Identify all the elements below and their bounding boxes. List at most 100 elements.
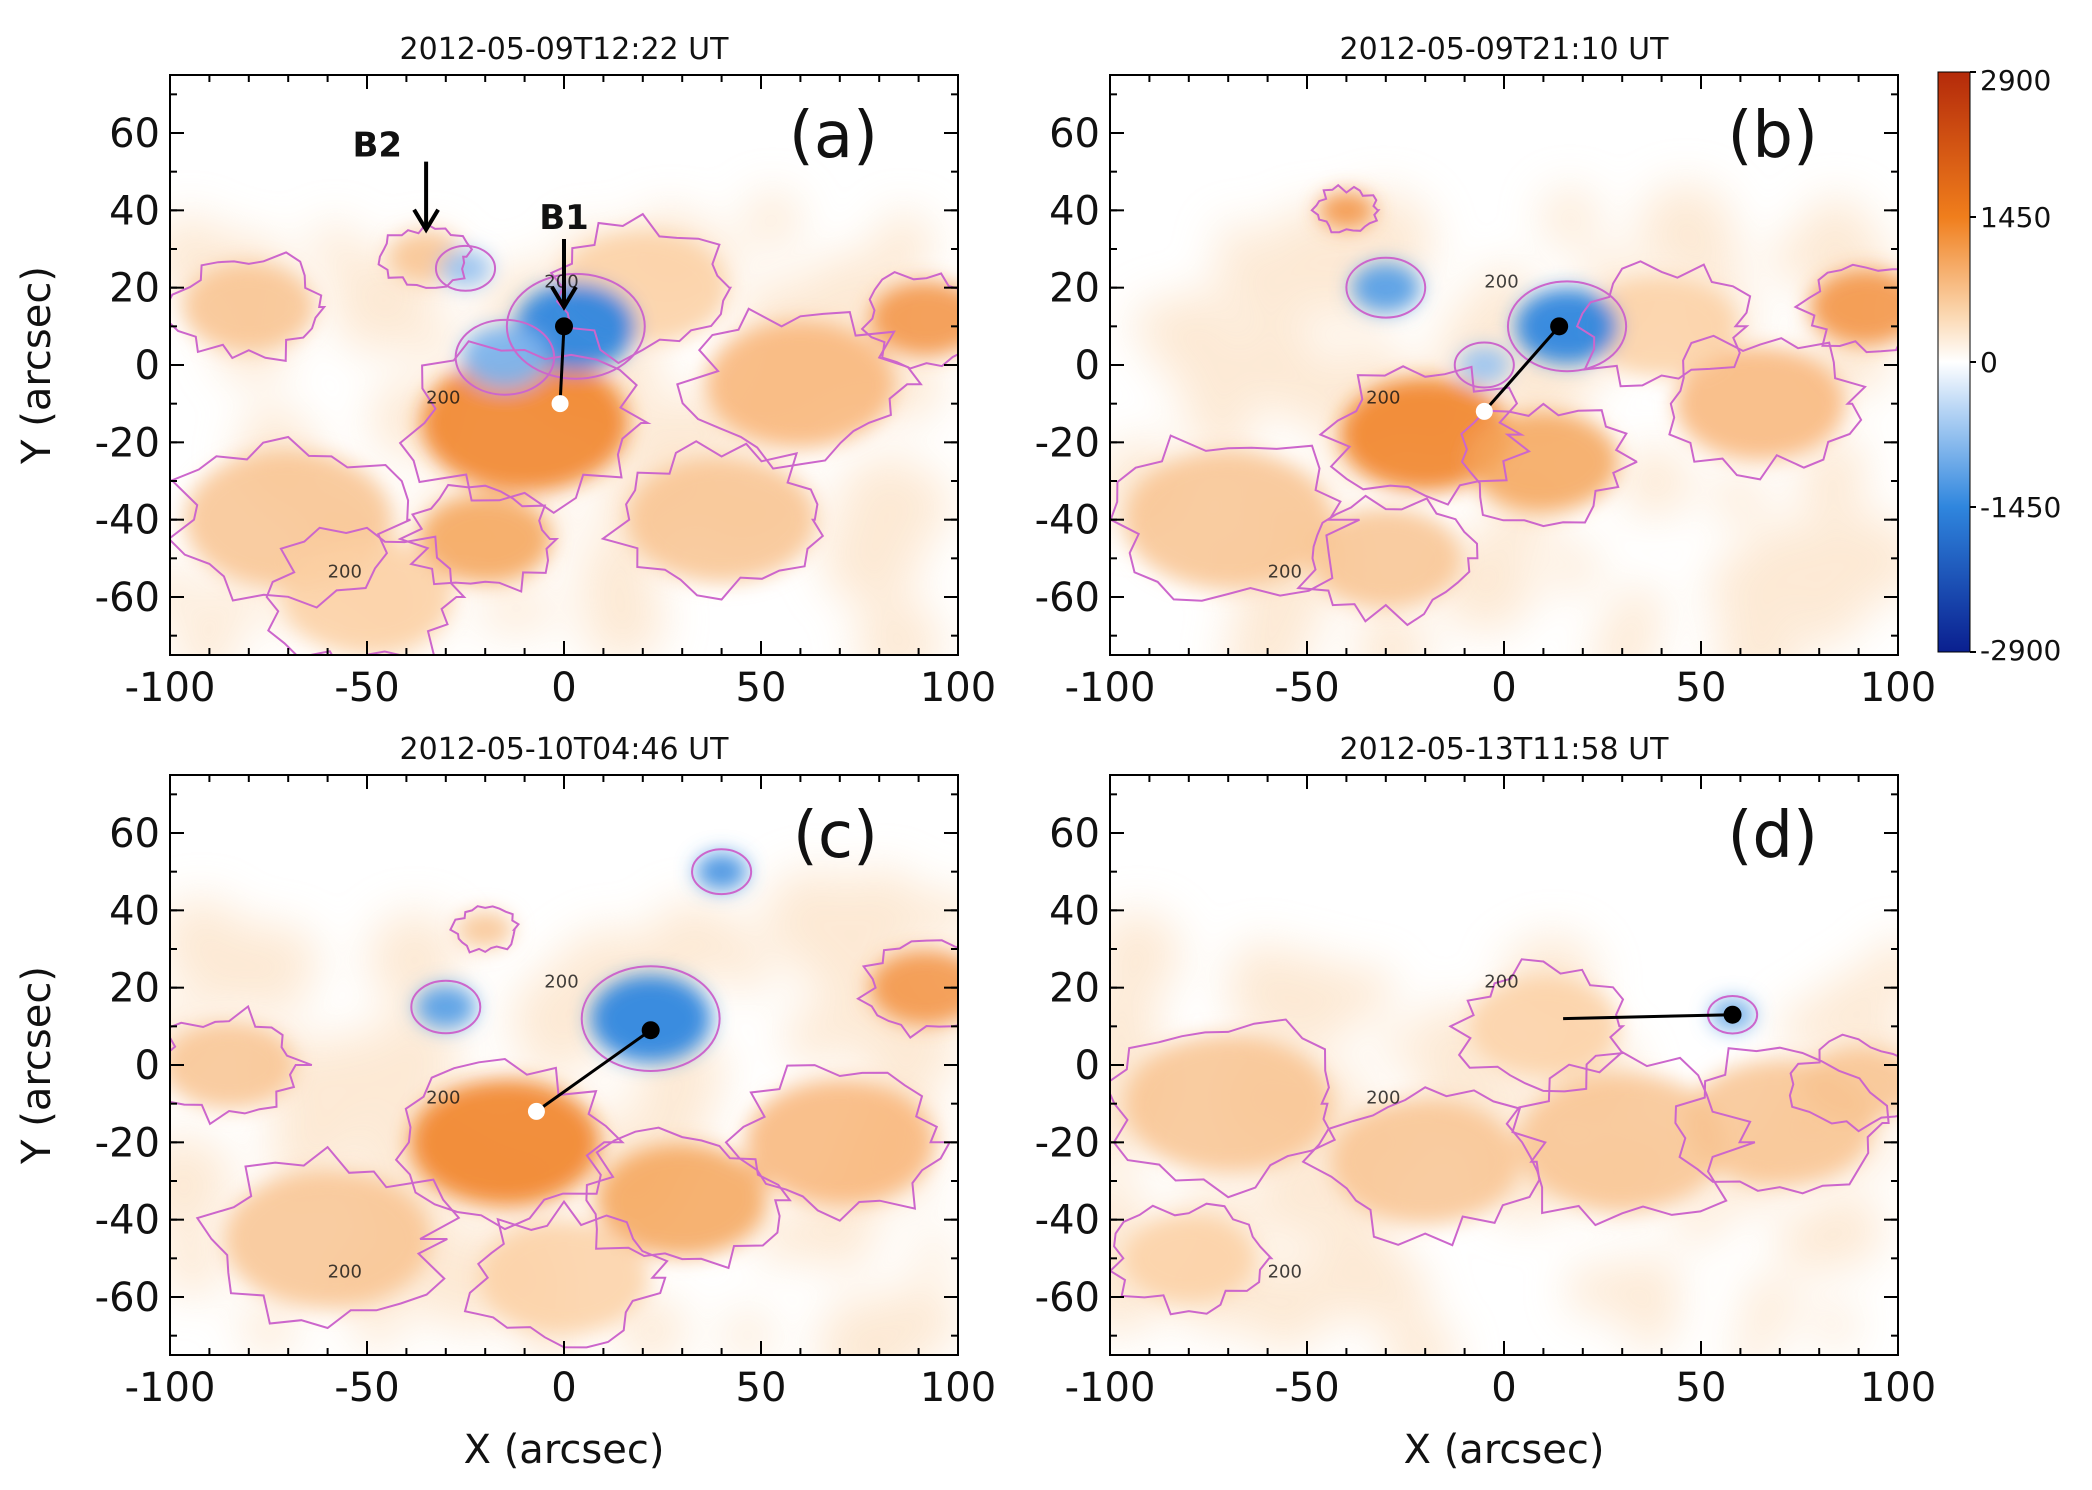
- plage-blob: [1708, 553, 1780, 625]
- positive-polarity-region: [1585, 275, 1738, 377]
- strong-field-regions: [1122, 975, 1898, 1303]
- plage-blob: [170, 1135, 233, 1233]
- y-tick-label: 0: [1075, 1043, 1100, 1089]
- x-tick-label: 50: [1676, 1365, 1727, 1411]
- contour-line: [1788, 1033, 1898, 1133]
- x-tick-label: 0: [1491, 665, 1516, 711]
- plage-blob: [1819, 972, 1889, 1041]
- contour-value-label: 200: [1484, 972, 1518, 993]
- negative-polarity-region: [461, 325, 549, 389]
- plage-blob: [1175, 302, 1231, 358]
- y-tick-label: 40: [1049, 888, 1100, 934]
- x-tick-label: -100: [1065, 665, 1156, 711]
- contour-value-label: 200: [1366, 1088, 1400, 1109]
- y-tick-label: 20: [1049, 266, 1100, 312]
- plage-blob: [1386, 1319, 1457, 1355]
- contour-line: [1674, 1046, 1890, 1195]
- plage-blob: [883, 1282, 958, 1355]
- x-tick-label: 100: [920, 1365, 996, 1411]
- y-tick-label: -40: [95, 1198, 160, 1244]
- panel-letter: (d): [1727, 799, 1818, 873]
- plage-blob: [1713, 472, 1765, 523]
- colorbar-gradient: [1937, 71, 1971, 653]
- plage-blob: [1715, 606, 1802, 655]
- plage-blob: [246, 926, 319, 999]
- plage-blob: [1548, 543, 1598, 593]
- annotation-label-b2: B2: [353, 126, 403, 166]
- contour-line: [265, 526, 467, 655]
- negative-centroid-marker: [555, 317, 573, 336]
- plage-blob: [723, 1311, 772, 1355]
- y-tick-label: -40: [1035, 1198, 1100, 1244]
- contour-line: [1448, 958, 1626, 1093]
- y-tick-label: -60: [1035, 575, 1100, 621]
- x-tick-label: -50: [1274, 665, 1339, 711]
- positive-polarity-region: [1318, 191, 1375, 230]
- contour-line: [394, 1057, 625, 1231]
- contour-line: [580, 965, 721, 1073]
- plage-blob: [1831, 515, 1898, 602]
- plage-blob: [357, 313, 395, 350]
- y-tick-label: 20: [1049, 966, 1100, 1012]
- x-tick-label: -50: [334, 1365, 399, 1411]
- contour-line: [724, 1064, 952, 1222]
- negative-polarity-region: [590, 974, 712, 1063]
- y-tick-label: 60: [109, 111, 160, 157]
- contour-line: [505, 272, 646, 380]
- colorbar: 2900 1450 0 -1450 -2900: [1937, 64, 2061, 667]
- plage-blob: [1591, 621, 1655, 655]
- annotation-label-b1: B1: [539, 198, 589, 238]
- contour-value-label: 200: [1366, 388, 1400, 409]
- plage-blob: [1251, 1149, 1343, 1241]
- positive-polarity-region: [597, 1143, 768, 1258]
- contour-value-label: 200: [1484, 272, 1518, 293]
- positive-polarity-region: [1467, 411, 1620, 513]
- plage-blob: [1732, 1330, 1774, 1355]
- plage-blob: [1277, 358, 1346, 427]
- contour-line: [1296, 494, 1479, 627]
- plage-blob: [370, 286, 405, 321]
- plage-blob: [926, 890, 958, 943]
- y-tick-label: -20: [1035, 420, 1100, 466]
- contour-value-label: 200: [1268, 562, 1302, 583]
- plage-blob: [361, 1108, 423, 1170]
- positive-polarity-region: [419, 494, 552, 584]
- positive-polarity-region: [1124, 450, 1333, 590]
- contour-line: [676, 307, 923, 470]
- positive-polarity-region: [182, 262, 315, 352]
- x-tick-label: 0: [551, 1365, 576, 1411]
- positive-centroid-marker: [527, 1102, 545, 1120]
- plage-blob: [1813, 1303, 1857, 1347]
- contour-line: [463, 1199, 669, 1349]
- plage-blob: [170, 566, 200, 622]
- contour-line: [1110, 1018, 1337, 1199]
- positive-polarity-region: [170, 1020, 296, 1110]
- contour-line: [600, 440, 825, 601]
- contour-line: [1453, 341, 1515, 389]
- plage-blob: [1777, 1210, 1841, 1274]
- y-tick-label: -20: [1035, 1120, 1100, 1166]
- annotation-arrowhead: [412, 208, 440, 234]
- magnetogram-image: 200 200 200: [1110, 75, 1898, 655]
- panel-title: 2012-05-13T11:58 UT: [1340, 732, 1670, 767]
- plage-blob: [856, 600, 943, 655]
- axis-ticks: [1109, 775, 1899, 1355]
- positive-polarity-region: [410, 1079, 600, 1206]
- positive-polarity-region: [1467, 975, 1620, 1077]
- plage-blob: [368, 1007, 462, 1101]
- x-tick-label: 100: [920, 665, 996, 711]
- contour-line: [449, 905, 521, 954]
- contour-line: [454, 318, 556, 396]
- plage-blob: [1215, 253, 1268, 306]
- plage-blob: [242, 1300, 296, 1355]
- x-tick-label: -100: [125, 665, 216, 711]
- positive-centroid-marker: [551, 395, 569, 413]
- plage-blob: [175, 615, 239, 655]
- contour-line: [549, 212, 733, 365]
- plage-blob: [581, 579, 665, 655]
- positive-polarity-region: [745, 1079, 935, 1206]
